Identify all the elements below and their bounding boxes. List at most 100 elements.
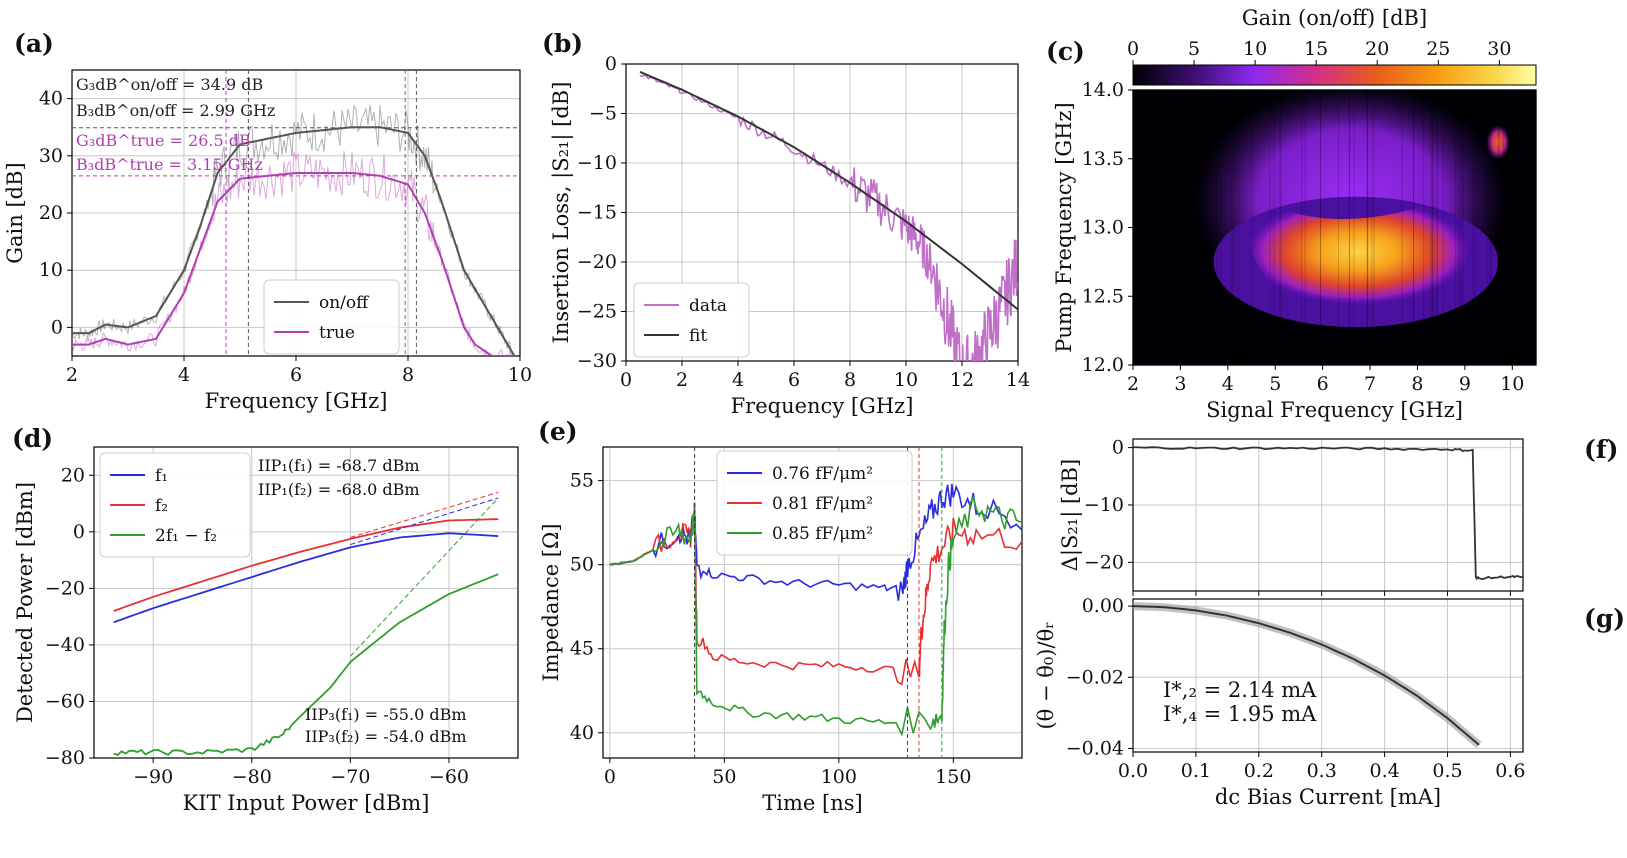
panel-f: 0 −10 −20Δ|S₂₁| [dB] [1058, 437, 1524, 596]
x-tick-label-e: 50 [712, 766, 736, 788]
colorbar-label: Gain (on/off) [dB] [1242, 6, 1427, 30]
x-axis-label-b: Frequency [GHz] [731, 394, 914, 418]
y-tick-label-b: −5 [589, 103, 617, 125]
legend [716, 450, 913, 556]
x-axis-label-d: KIT Input Power [dBm] [183, 791, 430, 815]
x-tick-label-d: −70 [330, 766, 370, 788]
gridlines-d [94, 447, 518, 759]
series-line [1133, 605, 1480, 746]
x-tick-label-b: 6 [788, 369, 800, 391]
x-tick-label-d: −60 [429, 766, 469, 788]
extrapolation-line [350, 497, 499, 657]
x-tick-label-b: 12 [950, 369, 974, 391]
annotation-d: IIP₁(f₁) = -68.7 dBm [258, 456, 420, 475]
x-tick-label-a: 8 [402, 364, 414, 386]
axes-frame-g [1132, 598, 1524, 753]
heatmap-main-lobe [1244, 197, 1472, 306]
y-tick-label-e: 40 [570, 722, 594, 744]
y-axis-label-e: Impedance [Ω] [539, 523, 563, 681]
y-tick-label-g: 0.00 [1082, 595, 1124, 617]
legend-label: 0.85 fF/μm² [772, 524, 873, 544]
legend-label: true [319, 323, 355, 343]
legend-label: on/off [319, 293, 370, 313]
panel-b: 0 2 4 6 8 10 12 14 0 −5 −10 −15 −20 −25 −30 Frequency [… [549, 53, 1030, 418]
annotation-d: IIP₃(f₂) = -54.0 dBm [305, 727, 467, 746]
y-axis-label-a: Gain [dB] [3, 162, 27, 263]
x-tick-label-d: −80 [232, 766, 272, 788]
y-tick-label-e: 55 [570, 470, 594, 492]
panel-g: 0.0 0.1 0.2 0.3 0.4 0.5 0.6 0.00 −0.02 −0.04 dc Bi… [1034, 595, 1526, 809]
y-axis-label-g: (θ − θ₀)/θᵣ [1034, 621, 1058, 729]
x-tick-label-c: 8 [1411, 373, 1423, 395]
x-tick-label-e: 150 [935, 766, 971, 788]
y-tick-label-b: −15 [577, 202, 617, 224]
x-tick-label-g: 0.4 [1370, 760, 1400, 782]
annotation-a: G₃dB^true = 26.5 dB [76, 131, 251, 150]
y-tick-label-d: −40 [45, 634, 85, 656]
axes-frame-b [625, 63, 1019, 362]
axes-frame-f [1132, 438, 1524, 592]
y-tick-label-b: −20 [577, 251, 617, 273]
y-tick-label-d: −60 [45, 690, 85, 712]
y-axis-label-c: Pump Frequency [GHz] [1052, 102, 1076, 352]
x-tick-label-b: 2 [676, 369, 688, 391]
x-tick-label-e: 0 [604, 766, 616, 788]
y-tick-label-c: 12.5 [1082, 285, 1124, 307]
y-axis-label-b: Insertion Loss, |S₂₁| [dB] [549, 82, 574, 344]
colorbar-tick-label: 20 [1365, 38, 1389, 60]
legend-label: fit [689, 326, 707, 346]
panel-label-c: (c) [1046, 37, 1085, 66]
legend [263, 279, 400, 355]
y-tick-label-a: 30 [39, 145, 63, 167]
panel-e: 0 50 100 150 40 45 50 55 Time [ns] Impedance [Ω] 0… [539, 446, 1023, 815]
axes-frame-a [71, 69, 521, 357]
legend-label: 0.81 fF/μm² [772, 494, 873, 514]
x-tick-label-a: 10 [508, 364, 532, 386]
colorbar [1132, 64, 1537, 86]
colorbar-tick-label: 0 [1127, 38, 1139, 60]
y-tick-label-g: −0.02 [1066, 666, 1124, 688]
legend-label: data [689, 296, 727, 316]
x-tick-label-c: 6 [1317, 373, 1329, 395]
panel-a: 2 4 6 8 10 0 10 20 30 40 Frequency [GHz] Gain [dB] G… [3, 69, 532, 413]
annotation-a: B₃dB^on/off = 2.99 GHz [76, 101, 275, 120]
y-tick-label-c: 12.0 [1082, 354, 1124, 376]
panel-label-a: (a) [14, 29, 54, 58]
axes-frame-d [93, 446, 519, 759]
extrapolation-line [350, 491, 499, 538]
series-line [609, 484, 1022, 601]
y-tick-label-d: 0 [73, 521, 85, 543]
annotation-a: G₃dB^on/off = 34.9 dB [76, 75, 263, 94]
series-fit [639, 70, 1018, 311]
x-tick-label-g: 0.2 [1244, 760, 1274, 782]
x-tick-label-c: 2 [1127, 373, 1139, 395]
series-line [113, 518, 499, 612]
gridlines-g [1132, 599, 1523, 752]
legend-label: f₁ [155, 466, 168, 486]
y-tick-label-e: 45 [570, 638, 594, 660]
y-tick-label-a: 20 [39, 202, 63, 224]
panel-label-d: (d) [12, 424, 53, 453]
gridlines-f [1132, 439, 1523, 591]
x-tick-label-g: 0.5 [1432, 760, 1462, 782]
y-tick-label-f: −10 [1084, 494, 1124, 516]
annotation-g: I*,₂ = 2.14 mA [1163, 678, 1317, 702]
x-tick-label-a: 6 [290, 364, 302, 386]
x-tick-label-b: 10 [894, 369, 918, 391]
extrapolation-line [350, 497, 499, 546]
y-tick-label-a: 40 [39, 88, 63, 110]
x-axis-label-g: dc Bias Current [mA] [1215, 785, 1441, 809]
colorbar-tick-label: 10 [1243, 38, 1267, 60]
y-tick-label-b: −25 [577, 301, 617, 323]
legend-label: f₂ [155, 496, 168, 516]
colorbar-tick-label: 30 [1487, 38, 1511, 60]
x-tick-label-c: 3 [1174, 373, 1186, 395]
y-axis-label-f: Δ|S₂₁| [dB] [1058, 459, 1083, 571]
y-axis-label-d: Detected Power [dBm] [13, 482, 37, 723]
x-tick-label-g: 0.0 [1118, 760, 1148, 782]
x-tick-label-c: 9 [1459, 373, 1471, 395]
y-tick-label-f: −20 [1084, 551, 1124, 573]
x-tick-label-g: 0.3 [1307, 760, 1337, 782]
legend [633, 282, 750, 358]
